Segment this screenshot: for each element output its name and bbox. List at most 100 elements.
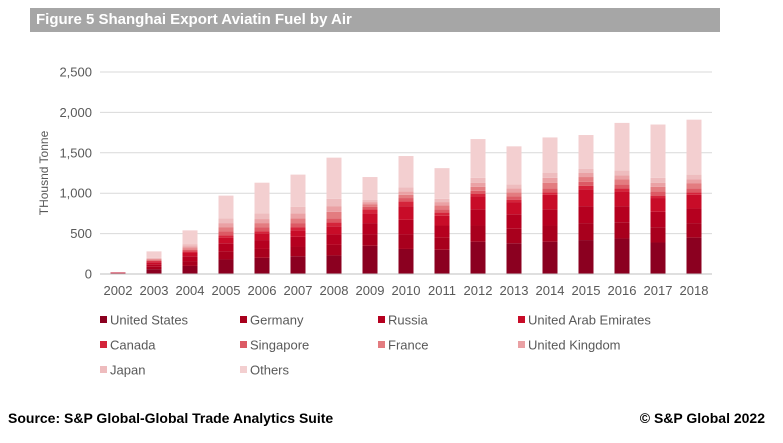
x-tick-label: 2004 [176, 283, 205, 298]
bar-segment [218, 231, 234, 236]
bar-segment [290, 236, 306, 247]
x-tick-label: 2006 [248, 283, 277, 298]
bar-segment [650, 195, 666, 199]
bar-segment [398, 198, 414, 202]
bar-segment [146, 257, 162, 259]
x-tick-label: 2010 [392, 283, 421, 298]
legend-label: Japan [110, 363, 145, 378]
bar-segment [578, 135, 594, 169]
y-tick-label: 1,500 [59, 145, 92, 160]
copyright-note: © S&P Global 2022 [639, 410, 765, 426]
x-tick-label: 2016 [608, 283, 637, 298]
bar-segment [470, 209, 486, 226]
x-tick-label: 2008 [320, 283, 349, 298]
legend-label: United Arab Emirates [528, 313, 651, 328]
title-bar: Figure 5 Shanghai Export Aviatin Fuel by… [30, 8, 720, 32]
bar-segment [614, 206, 630, 223]
bar-segment [542, 241, 558, 274]
bar-segment [326, 226, 342, 235]
x-tick-label: 2014 [536, 283, 565, 298]
bar-segment [578, 206, 594, 224]
x-tick-label: 2002 [104, 283, 133, 298]
legend-swatch [378, 316, 385, 323]
bar-segment [614, 170, 630, 176]
x-tick-label: 2012 [464, 283, 493, 298]
bar-segment [326, 255, 342, 274]
bar-segment [182, 251, 198, 253]
bar-segment [470, 182, 486, 187]
bar-segment [578, 181, 594, 186]
bar-segment [686, 237, 702, 274]
bar-segment [686, 119, 702, 175]
x-tick-label: 2015 [572, 283, 601, 298]
x-tick-label: 2011 [428, 283, 456, 298]
stacked-bar-chart: 0 500 1,000 1,500 2,000 2,500 THousnd Tonne 200… [37, 65, 712, 378]
bar-segment [398, 248, 414, 274]
y-tick-label: 500 [70, 226, 92, 241]
bar-segment [614, 222, 630, 239]
legend-label: Others [250, 363, 290, 378]
bar-segment [362, 199, 378, 203]
bar-segment [650, 186, 666, 192]
bar-segment [686, 194, 702, 209]
bar-segment [614, 238, 630, 274]
bar-segment [542, 225, 558, 242]
x-tick-label: 2018 [680, 283, 709, 298]
bar-segment [506, 146, 522, 185]
bar-segment [650, 124, 666, 178]
bar-segment [182, 246, 198, 249]
bar-segment [182, 244, 198, 247]
bar-segment [434, 202, 450, 206]
bar-segment [578, 173, 594, 178]
bar-segment [290, 206, 306, 214]
bar-segment [542, 173, 558, 178]
bar-segment [218, 243, 234, 252]
bar-segment [146, 264, 162, 267]
bar-segment [434, 209, 450, 213]
bar-segment [542, 209, 558, 226]
bar-segment [362, 206, 378, 210]
bar-segment [686, 183, 702, 189]
bar-segment [326, 211, 342, 219]
bar-segment [362, 177, 378, 200]
bar-segment [542, 192, 558, 195]
bar-segment [434, 215, 450, 226]
bar-segment [506, 196, 522, 200]
bar-segment [254, 223, 270, 228]
bar-segment [650, 227, 666, 243]
bar-segment [182, 248, 198, 250]
bar-segment [182, 230, 198, 245]
legend-swatch [240, 316, 247, 323]
bar-segment [218, 218, 234, 224]
legend-swatch [518, 316, 525, 323]
bar-segment [362, 204, 378, 207]
bar-segment [362, 213, 378, 224]
bar-segment [470, 241, 486, 274]
bar-segment [506, 243, 522, 274]
bar-segment [578, 189, 594, 207]
bar-segment [686, 223, 702, 238]
bar-segment [434, 198, 450, 203]
bar-segment [146, 260, 162, 262]
bar-segment [290, 227, 306, 231]
legend-swatch [518, 341, 525, 348]
bar-segment [614, 184, 630, 189]
bar-segment [146, 251, 162, 258]
bar-segment [506, 202, 522, 215]
bar-segment [614, 179, 630, 185]
y-tick-label: 0 [85, 267, 92, 282]
x-tick-label: 2013 [500, 283, 529, 298]
bar-segment [434, 225, 450, 238]
bar-segment [470, 139, 486, 178]
legend-label: Russia [388, 313, 429, 328]
bar-segment [434, 249, 450, 274]
bar-segment [686, 179, 702, 184]
bar-segment [470, 196, 486, 210]
x-tick-label: 2003 [140, 283, 169, 298]
y-tick-label: 2,500 [59, 65, 92, 80]
bar-segment [578, 223, 594, 241]
legend-swatch [378, 341, 385, 348]
bar-segment [254, 182, 270, 214]
legend-label: Germany [250, 313, 304, 328]
bar-segment [254, 233, 270, 241]
